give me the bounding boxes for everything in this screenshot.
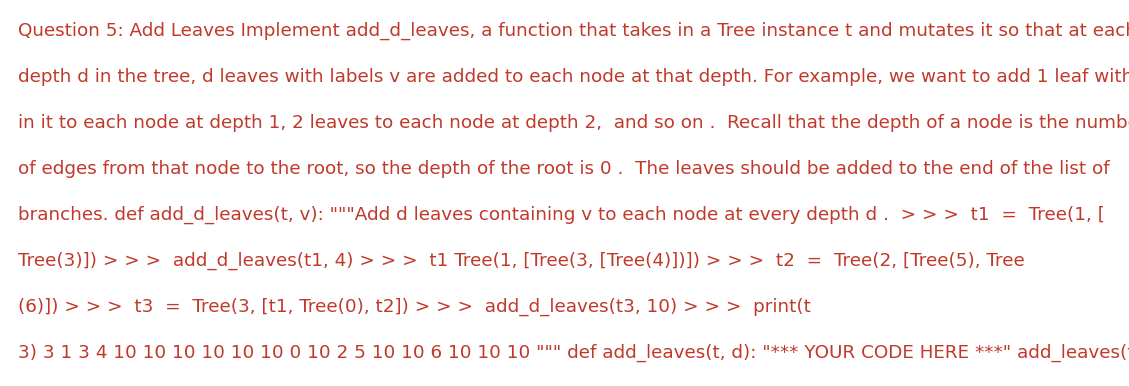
- Text: of edges from that node to the root, so the depth of the root is 0 .  The leaves: of edges from that node to the root, so …: [18, 160, 1110, 178]
- Text: branches. def add_d_leaves(t, v): """Add d leaves containing v to each node at e: branches. def add_d_leaves(t, v): """Add…: [18, 206, 1105, 224]
- Text: Question 5: Add Leaves Implement add_d_leaves, a function that takes in a Tree i: Question 5: Add Leaves Implement add_d_l…: [18, 22, 1129, 40]
- Text: Tree(3)]) > > >  add_d_leaves(t1, 4) > > >  t1 Tree(1, [Tree(3, [Tree(4)])]) > >: Tree(3)]) > > > add_d_leaves(t1, 4) > > …: [18, 252, 1025, 270]
- Text: (6)]) > > >  t3  =  Tree(3, [t1, Tree(0), t2]) > > >  add_d_leaves(t3, 10) > > >: (6)]) > > > t3 = Tree(3, [t1, Tree(0), t…: [18, 298, 811, 316]
- Text: 3) 3 1 3 4 10 10 10 10 10 10 0 10 2 5 10 10 6 10 10 10 """ def add_leaves(t, d):: 3) 3 1 3 4 10 10 10 10 10 10 0 10 2 5 10…: [18, 344, 1129, 362]
- Text: in it to each node at depth 1, 2 leaves to each node at depth 2,  and so on .  R: in it to each node at depth 1, 2 leaves …: [18, 114, 1129, 132]
- Text: depth d in the tree, d leaves with labels v are added to each node at that depth: depth d in the tree, d leaves with label…: [18, 68, 1129, 86]
